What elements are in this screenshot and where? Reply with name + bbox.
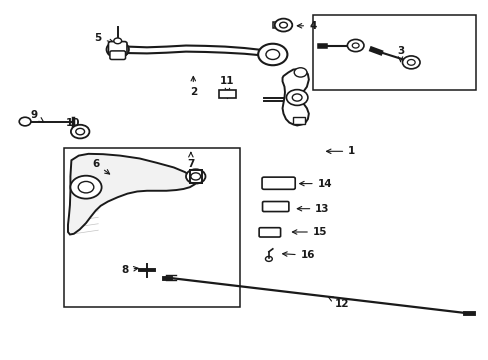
Bar [293,117,305,125]
FancyBboxPatch shape [262,202,288,212]
Bar [272,22,282,28]
Polygon shape [68,154,195,234]
FancyBboxPatch shape [110,51,125,59]
Circle shape [402,56,419,69]
Circle shape [274,19,292,32]
Polygon shape [282,69,308,126]
Text: 9: 9 [30,111,43,122]
Text: 14: 14 [299,179,331,189]
FancyBboxPatch shape [259,228,280,237]
Text: 12: 12 [328,297,348,309]
Circle shape [19,117,31,126]
FancyBboxPatch shape [262,177,295,189]
Circle shape [294,68,306,77]
Text: 7: 7 [187,153,194,169]
Text: 2: 2 [189,76,197,97]
Text: 11: 11 [220,76,234,93]
Text: 5: 5 [94,33,114,44]
Text: 8: 8 [121,265,138,275]
Bar [64,148,239,307]
Text: 10: 10 [65,118,80,133]
Circle shape [286,90,307,105]
Text: 3: 3 [396,46,404,62]
Circle shape [71,125,89,138]
Circle shape [70,176,102,199]
Circle shape [106,41,129,58]
FancyBboxPatch shape [108,41,127,55]
Text: 1: 1 [326,146,355,156]
Bar [219,90,235,98]
Circle shape [258,44,287,65]
Bar [312,15,475,90]
Circle shape [185,169,205,184]
Text: 4: 4 [297,21,316,31]
Text: 6: 6 [92,159,109,174]
Circle shape [114,38,122,44]
Text: 15: 15 [292,227,326,237]
Text: 16: 16 [282,250,314,260]
Text: 13: 13 [297,204,329,214]
Circle shape [346,40,363,51]
